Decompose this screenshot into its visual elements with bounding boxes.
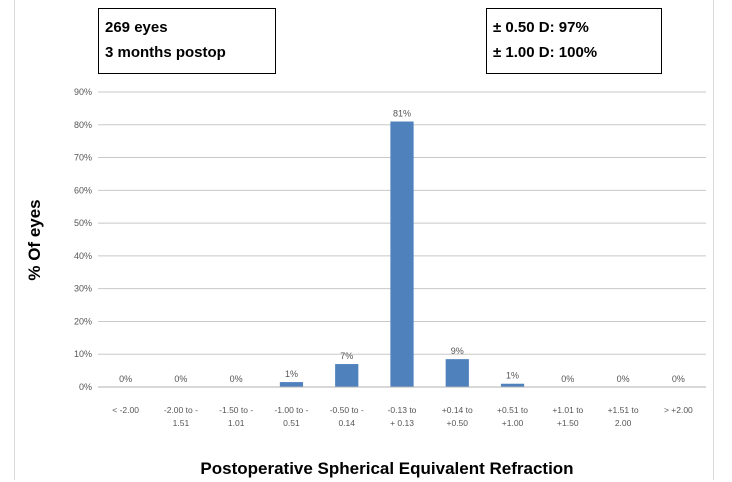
y-axis-label: % Of eyes <box>25 199 44 280</box>
x-category-label: 1.51 <box>173 418 190 428</box>
data-label: 0% <box>119 374 132 384</box>
bars <box>279 121 525 387</box>
x-category-label: 0.51 <box>283 418 300 428</box>
y-tick-label: 30% <box>74 284 92 294</box>
y-tick-label: 60% <box>74 185 92 195</box>
x-category-label: < -2.00 <box>112 405 139 415</box>
bar <box>335 364 359 387</box>
accuracy-info-box: ± 0.50 D: 97% ± 1.00 D: 100% <box>486 8 662 74</box>
x-category-label: 0.14 <box>338 418 355 428</box>
data-label: 0% <box>672 374 685 384</box>
accuracy-050-text: ± 0.50 D: 97% <box>493 19 589 36</box>
x-category-label: +1.00 <box>502 418 524 428</box>
y-tick-label: 70% <box>74 153 92 163</box>
x-category-label: +1.01 to <box>552 405 583 415</box>
data-label: 7% <box>340 351 353 361</box>
y-tick-label: 50% <box>74 218 92 228</box>
x-category-label: 2.00 <box>615 418 632 428</box>
eye-count-text: 269 eyes <box>105 19 168 36</box>
data-label: 1% <box>506 371 519 381</box>
x-category-label: 1.01 <box>228 418 245 428</box>
x-axis-label: Postoperative Spherical Equivalent Refra… <box>200 459 573 478</box>
bar <box>279 382 304 387</box>
y-axis-ticks: 0% 10% 20% 30% 40% 50% 60% 70% 80% 90% <box>74 87 92 392</box>
bar <box>500 383 525 387</box>
x-category-label: -1.00 to - <box>274 405 308 415</box>
x-category-label: -0.13 to <box>388 405 417 415</box>
data-label: 0% <box>561 374 574 384</box>
x-category-label: +0.14 to <box>442 405 473 415</box>
y-tick-label: 10% <box>74 349 92 359</box>
y-tick-label: 40% <box>74 251 92 261</box>
y-tick-label: 0% <box>79 382 92 392</box>
chart-frame <box>14 0 714 480</box>
x-category-label: +0.50 <box>447 418 469 428</box>
data-label: 9% <box>451 346 464 356</box>
y-tick-label: 80% <box>74 120 92 130</box>
x-category-label: +1.50 <box>557 418 579 428</box>
x-category-label: +1.51 to <box>608 405 639 415</box>
followup-text: 3 months postop <box>105 44 226 61</box>
data-label: 81% <box>393 109 411 119</box>
data-label: 0% <box>230 374 243 384</box>
data-label: 0% <box>174 374 187 384</box>
x-category-label: -0.50 to - <box>330 405 364 415</box>
y-tick-label: 90% <box>74 87 92 97</box>
data-label: 1% <box>285 369 298 379</box>
bar <box>390 121 414 387</box>
x-axis-categories: < -2.00 -2.00 to - 1.51 -1.50 to - 1.01 -1.00… <box>112 405 693 428</box>
sample-info-box: 269 eyes 3 months postop <box>98 8 276 74</box>
x-category-label: + 0.13 <box>390 418 414 428</box>
x-category-label: > +2.00 <box>664 405 693 415</box>
accuracy-100-text: ± 1.00 D: 100% <box>493 44 598 61</box>
data-labels: 0% 0% 0% 1% 7% 81% 9% 1% 0% 0% 0% <box>119 109 685 385</box>
x-category-label: -1.50 to - <box>219 405 253 415</box>
x-category-label: -2.00 to - <box>164 405 198 415</box>
x-category-label: +0.51 to <box>497 405 528 415</box>
data-label: 0% <box>617 374 630 384</box>
bar <box>445 359 469 387</box>
y-tick-label: 20% <box>74 316 92 326</box>
